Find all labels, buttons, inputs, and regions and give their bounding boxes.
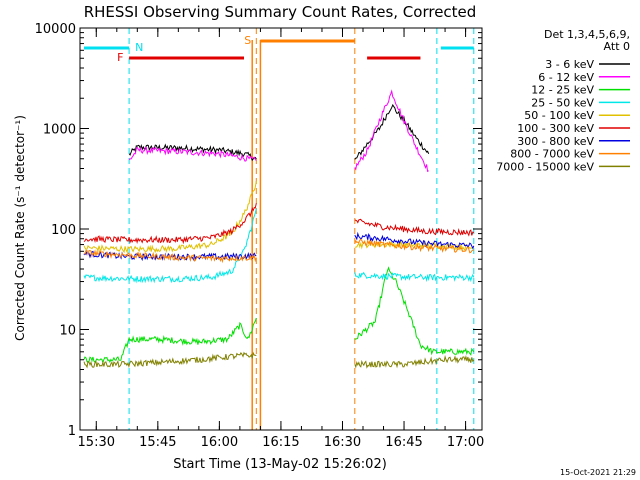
series-800-7000-kev-line bbox=[354, 238, 474, 254]
legend-label-50-100-kev: 50 - 100 keV bbox=[524, 109, 594, 122]
axes: 1 10 100 1000 10000 15:30 15:45 16:00 16:15 16:30… bbox=[35, 22, 485, 450]
chart-title: RHESSI Observing Summary Count Rates, Co… bbox=[84, 3, 477, 21]
series-12-25-kev-line bbox=[83, 317, 257, 365]
legend-header-attenuator: Att 0 bbox=[604, 40, 630, 53]
legend-label-3-6-kev: 3 - 6 keV bbox=[545, 58, 594, 71]
legend-label-300-800-kev: 300 - 800 keV bbox=[517, 135, 594, 148]
series-300-800-kev-line bbox=[354, 231, 475, 250]
series-25-50-kev-line bbox=[83, 208, 257, 284]
flag-n-label: N bbox=[135, 41, 143, 54]
x-axis-label: Start Time (13-May-02 15:26:02) bbox=[173, 457, 387, 472]
series-6-12-kev-line bbox=[354, 89, 429, 173]
series-3-6-kev-line bbox=[354, 103, 430, 160]
y-tick-label: 1000 bbox=[43, 123, 76, 138]
y-tick-label: 10000 bbox=[35, 22, 76, 37]
legend-label-25-50-kev: 25 - 50 keV bbox=[531, 96, 594, 109]
x-tick-label: 15:30 bbox=[78, 435, 115, 450]
series-100-300-kev-line bbox=[354, 218, 475, 237]
series-25-50-kev-line bbox=[354, 271, 475, 283]
series-layer bbox=[83, 89, 475, 369]
flag-f-label: F bbox=[117, 51, 123, 64]
legend-label-100-300-kev: 100 - 300 keV bbox=[517, 122, 594, 135]
x-tick-label: 16:30 bbox=[324, 435, 361, 450]
legend-label-800-7000-kev: 800 - 7000 keV bbox=[510, 148, 594, 161]
x-tick-label: 16:00 bbox=[201, 435, 238, 450]
legend-label-12-25-kev: 12 - 25 keV bbox=[531, 84, 594, 97]
legend-label-6-12-kev: 6 - 12 keV bbox=[538, 71, 594, 84]
series-3-6-kev-line bbox=[128, 143, 257, 161]
y-tick-label: 10 bbox=[59, 324, 76, 339]
series-7000-15000-kev-line bbox=[354, 354, 475, 369]
series-12-25-kev-line bbox=[354, 266, 475, 356]
legend-label-7000-15000-kev: 7000 - 15000 keV bbox=[496, 160, 594, 173]
y-tick-label: 1 bbox=[68, 424, 76, 439]
x-tick-label: 16:45 bbox=[385, 435, 422, 450]
flag-s-label: S bbox=[244, 34, 251, 47]
flag-layer: N S F bbox=[84, 28, 475, 430]
series-800-7000-kev-line bbox=[83, 249, 257, 264]
series-100-300-kev-line bbox=[83, 203, 257, 245]
series-7000-15000-kev-line bbox=[83, 351, 257, 369]
x-tick-label: 17:00 bbox=[447, 435, 484, 450]
x-tick-label: 16:15 bbox=[262, 435, 299, 450]
timestamp-label: 15-Oct-2021 21:29 bbox=[560, 468, 636, 477]
x-tick-label: 15:45 bbox=[139, 435, 176, 450]
series-6-12-kev-line bbox=[128, 146, 257, 162]
y-tick-label: 100 bbox=[51, 223, 76, 238]
plot-frame bbox=[79, 27, 483, 431]
y-axis-label: Corrected Count Rate (s⁻¹ detector⁻¹) bbox=[13, 115, 27, 341]
legend-header-detectors: Det 1,3,4,5,6,9, bbox=[544, 28, 630, 41]
